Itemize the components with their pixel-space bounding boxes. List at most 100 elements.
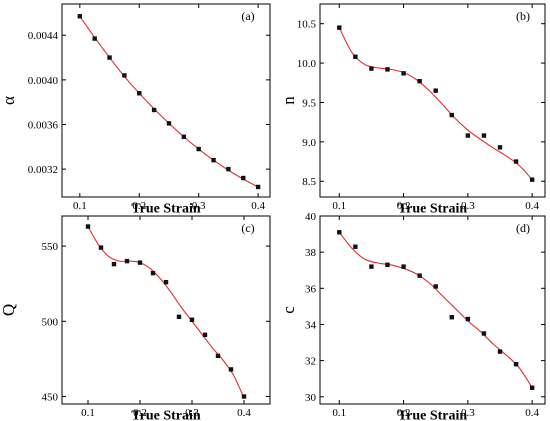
plot-frame bbox=[61, 3, 271, 198]
data-point bbox=[202, 332, 208, 338]
data-point bbox=[497, 349, 503, 354]
data-point bbox=[513, 159, 519, 164]
y-tick-label: 0.0044 bbox=[28, 30, 59, 42]
data-point bbox=[228, 367, 234, 372]
y-tick-label: 36 bbox=[305, 283, 317, 295]
data-point bbox=[189, 317, 195, 322]
x-tick-label: 0.4 bbox=[251, 200, 265, 212]
data-point bbox=[417, 273, 422, 278]
x-tick-label: 0.3 bbox=[192, 200, 206, 212]
data-point bbox=[77, 14, 83, 19]
data-point bbox=[385, 67, 390, 72]
data-point bbox=[449, 112, 454, 118]
data-point bbox=[433, 284, 438, 289]
y-axis-label: Q bbox=[0, 304, 18, 316]
data-point bbox=[401, 71, 406, 76]
y-tick-label: 30 bbox=[305, 392, 317, 404]
data-point bbox=[176, 314, 182, 319]
x-axis-label: True Strain bbox=[131, 202, 201, 217]
y-tick-label: 38 bbox=[305, 247, 317, 259]
data-point bbox=[529, 385, 535, 390]
plot-frame bbox=[319, 3, 546, 198]
plot-frame bbox=[61, 215, 271, 405]
x-tick-label: 0.4 bbox=[237, 407, 251, 419]
y-tick-label: 40 bbox=[305, 211, 317, 223]
data-point bbox=[241, 175, 246, 181]
panel-a: 0.1 0.2 0.3 0.4 0.0032 0.0036 0.0040 0.0044 True… bbox=[0, 3, 271, 217]
x-tick-label: 0.1 bbox=[332, 407, 346, 419]
data-point bbox=[465, 316, 471, 322]
data-point bbox=[137, 260, 143, 265]
y-tick-label: 10.5 bbox=[297, 19, 317, 31]
data-point bbox=[150, 270, 156, 276]
panel-c: 0.1 0.2 0.3 0.4 450 500 550 True Strain Q (c) bbox=[0, 215, 271, 421]
data-point bbox=[163, 279, 169, 285]
data-point bbox=[166, 121, 172, 126]
data-point bbox=[137, 91, 142, 96]
y-tick-label: 9.0 bbox=[302, 137, 316, 149]
x-tick-label: 0.3 bbox=[461, 200, 475, 212]
x-tick-label: 0.4 bbox=[525, 407, 539, 419]
data-point bbox=[151, 107, 157, 113]
data-point bbox=[369, 264, 374, 269]
x-tick-label: 0.4 bbox=[525, 200, 539, 212]
x-tick-label: 0.3 bbox=[185, 407, 199, 419]
y-tick-label: 8.5 bbox=[302, 176, 316, 188]
panel-d: 0.1 0.2 0.3 0.4 30 32 34 36 38 40 True Strain c (d) bbox=[279, 211, 546, 421]
y-tick-label: 0.0036 bbox=[28, 119, 59, 131]
data-point bbox=[92, 36, 97, 41]
x-tick-label: 0.2 bbox=[132, 200, 146, 212]
data-point bbox=[369, 66, 374, 71]
fit-curve bbox=[79, 15, 259, 188]
data-point bbox=[481, 133, 487, 138]
panel-label: (b) bbox=[516, 9, 530, 23]
fit-curve bbox=[338, 231, 533, 389]
x-tick-label: 0.1 bbox=[332, 200, 346, 212]
panel-label: (d) bbox=[516, 221, 530, 235]
data-point bbox=[226, 166, 231, 172]
data-point bbox=[513, 362, 519, 367]
data-point bbox=[85, 224, 91, 229]
data-point bbox=[353, 54, 358, 59]
y-tick-label: 10.0 bbox=[297, 58, 317, 70]
y-tick-label: 0.0032 bbox=[28, 164, 58, 176]
data-point bbox=[241, 394, 247, 399]
data-point bbox=[211, 157, 216, 163]
x-axis-label: True Strain bbox=[131, 409, 201, 421]
x-tick-label: 0.3 bbox=[461, 407, 475, 419]
x-tick-label: 0.2 bbox=[397, 407, 411, 419]
data-point bbox=[255, 184, 261, 190]
fit-curve bbox=[338, 27, 533, 181]
data-point bbox=[181, 134, 187, 139]
data-point bbox=[111, 261, 117, 267]
y-axis-label: n bbox=[279, 96, 298, 105]
y-tick-label: 9.5 bbox=[302, 97, 316, 109]
data-point bbox=[124, 258, 130, 264]
data-point bbox=[337, 230, 342, 235]
x-tick-label: 0.1 bbox=[73, 200, 87, 212]
plot-frame bbox=[319, 215, 546, 405]
data-point bbox=[401, 264, 406, 269]
data-point bbox=[337, 25, 342, 30]
x-tick-label: 0.2 bbox=[397, 200, 411, 212]
panel-label: (c) bbox=[241, 221, 254, 235]
y-tick-label: 0.0040 bbox=[28, 75, 59, 87]
data-point bbox=[107, 55, 112, 60]
y-axis-label: α bbox=[0, 96, 18, 105]
x-axis-label: True Strain bbox=[398, 202, 468, 217]
data-point bbox=[465, 133, 471, 138]
fit-curve bbox=[87, 226, 245, 399]
y-tick-label: 550 bbox=[42, 241, 59, 253]
data-point bbox=[481, 331, 487, 336]
data-point bbox=[98, 245, 104, 250]
x-tick-label: 0.2 bbox=[133, 407, 147, 419]
x-axis-label: True Strain bbox=[398, 409, 468, 421]
y-tick-label: 32 bbox=[305, 356, 316, 368]
data-point bbox=[122, 73, 127, 78]
y-axis-label: c bbox=[279, 306, 298, 314]
panel-b: 0.1 0.2 0.3 0.4 8.5 9.0 9.5 10.0 10.5 True Strain… bbox=[279, 3, 546, 217]
x-tick-label: 0.1 bbox=[81, 407, 95, 419]
data-point bbox=[497, 145, 503, 150]
data-point bbox=[385, 262, 390, 268]
